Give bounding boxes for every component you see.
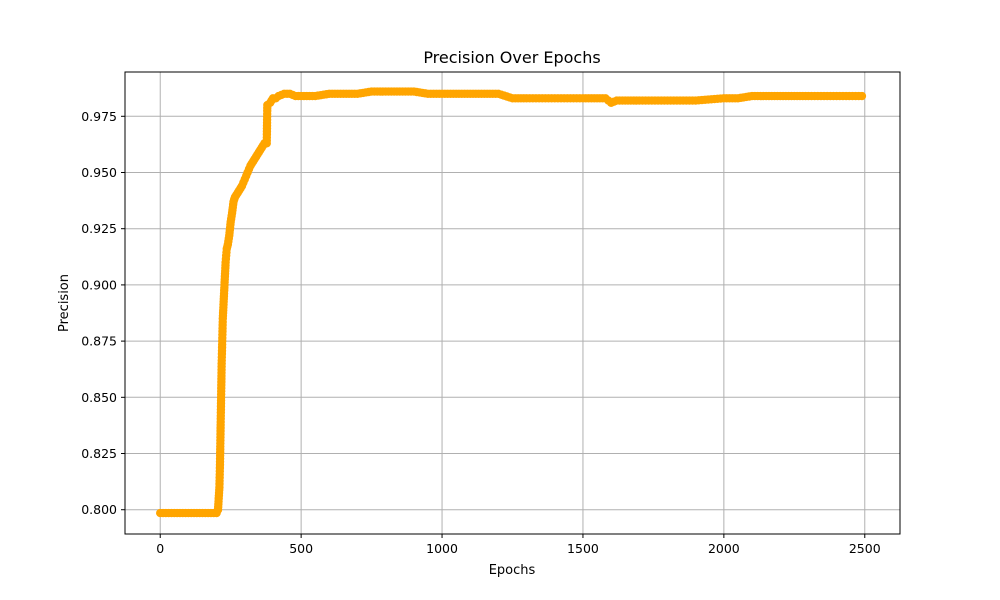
y-tick-label: 0.900 — [81, 277, 117, 292]
y-tick-label: 0.800 — [81, 502, 117, 517]
x-tick-label: 2500 — [849, 541, 881, 556]
chart-title: Precision Over Epochs — [423, 48, 600, 67]
x-axis-label: Epochs — [489, 563, 536, 578]
x-tick-label: 0 — [156, 541, 164, 556]
y-tick-label: 0.825 — [81, 446, 117, 461]
x-tick-label: 1000 — [426, 541, 458, 556]
y-tick-label: 0.875 — [81, 334, 117, 349]
x-tick-label: 2000 — [708, 541, 740, 556]
plot-frame — [124, 71, 901, 535]
x-tick-label: 500 — [289, 541, 313, 556]
x-tick-label: 1500 — [567, 541, 599, 556]
y-tick-label: 0.850 — [81, 390, 117, 405]
data-series — [156, 87, 867, 518]
grid-lines — [125, 72, 900, 534]
y-tick-label: 0.975 — [81, 109, 117, 124]
axis-ticks: 0 500 1000 1500 2000 2500 0.800 0.825 0.850 0.875… — [81, 109, 881, 556]
data-point — [857, 91, 867, 101]
y-axis-label: Precision — [57, 274, 72, 332]
y-tick-label: 0.925 — [81, 221, 117, 236]
y-tick-label: 0.950 — [81, 165, 117, 180]
